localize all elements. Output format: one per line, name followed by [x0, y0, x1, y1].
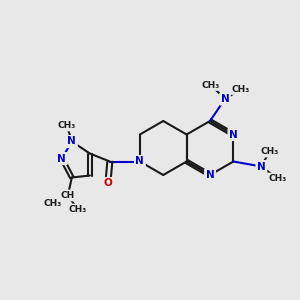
Text: O: O	[103, 178, 112, 188]
Text: CH₃: CH₃	[232, 85, 250, 94]
Text: N: N	[257, 161, 266, 172]
Text: CH₃: CH₃	[202, 80, 220, 89]
Text: N: N	[229, 130, 238, 140]
Text: N: N	[136, 157, 144, 166]
Text: CH₃: CH₃	[260, 147, 278, 156]
Text: CH₃: CH₃	[44, 199, 62, 208]
Text: N: N	[220, 94, 230, 104]
Text: CH₃: CH₃	[58, 121, 76, 130]
Text: N: N	[58, 154, 66, 164]
Text: N: N	[68, 136, 76, 146]
Text: CH: CH	[61, 191, 75, 200]
Text: CH₃: CH₃	[69, 205, 87, 214]
Text: CH₃: CH₃	[268, 174, 286, 183]
Text: N: N	[206, 170, 214, 180]
